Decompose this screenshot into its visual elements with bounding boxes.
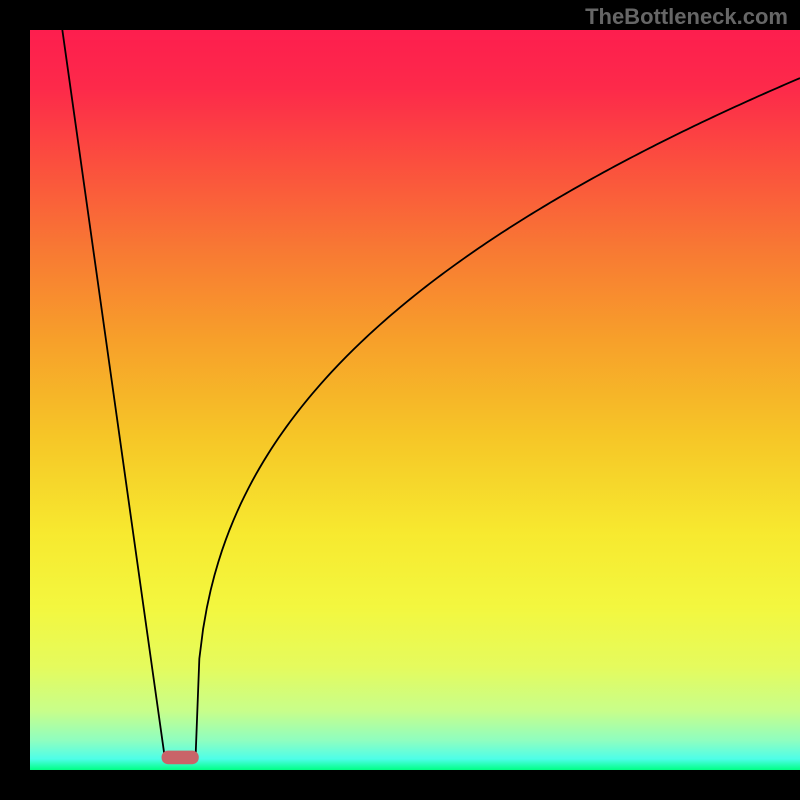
gradient-background — [30, 30, 800, 770]
notch-marker — [162, 751, 198, 764]
plot-svg — [0, 0, 800, 800]
chart-container: TheBottleneck.com — [0, 0, 800, 800]
watermark-text: TheBottleneck.com — [585, 4, 788, 30]
